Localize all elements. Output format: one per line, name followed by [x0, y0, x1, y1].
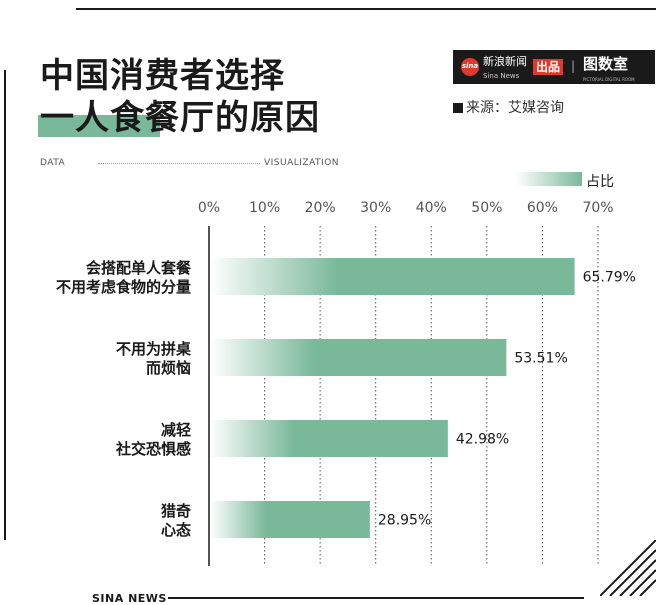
x-tick-label: 0% [198, 200, 220, 216]
partner-logo: 图数室 [583, 55, 629, 73]
data-label: DATA [40, 158, 66, 168]
x-tick-label: 50% [471, 200, 502, 216]
frame-top-line [76, 8, 656, 10]
source-square-icon [453, 103, 463, 113]
bar [210, 420, 448, 457]
category-label: 心态 [161, 521, 191, 539]
legend-label: 占比 [586, 174, 614, 190]
data-viz-divider [98, 163, 260, 164]
corner-stripes [600, 540, 656, 596]
frame-bottom-line [168, 597, 584, 599]
bar-value-label: 53.51% [514, 351, 567, 367]
source-line: 来源：艾媒咨询 [453, 97, 564, 117]
bar-value-label: 42.98% [456, 432, 509, 448]
x-tick-label: 20% [305, 200, 336, 216]
brand-divider: | [571, 59, 576, 73]
bar-value-label: 28.95% [378, 513, 431, 529]
x-tick-label: 40% [416, 200, 447, 216]
x-tick-label: 30% [360, 200, 391, 216]
x-tick-label: 60% [527, 200, 558, 216]
sina-name: 新浪新闻 [483, 55, 527, 68]
category-label: 不用为拼桌 [116, 340, 192, 358]
category-label: 会搭配单人套餐 [86, 259, 192, 277]
sina-logo-icon: sina [461, 58, 479, 76]
category-label: 社交恐惧感 [115, 440, 191, 458]
title-block: 中国消费者选择 一人食餐厅的原因 [40, 55, 320, 139]
sina-logo-text: sina [461, 62, 479, 70]
brand-bar: sina 新浪新闻 Sina News 出品 | 图数室 PICTORIAL D… [453, 50, 655, 84]
source-text: 来源：艾媒咨询 [466, 100, 564, 116]
legend-swatch [516, 172, 582, 186]
bar [210, 258, 575, 295]
bar [210, 339, 507, 376]
x-tick-label: 10% [249, 200, 280, 216]
x-tick-label: 70% [582, 200, 613, 216]
badge: 出品 [533, 59, 564, 75]
page-title-line-2: 一人食餐厅的原因 [40, 98, 320, 138]
title-accent-bar [38, 115, 160, 137]
category-label: 不用考虑食物的分量 [56, 278, 191, 296]
category-label: 猎奇 [161, 502, 191, 520]
bar-value-label: 65.79% [583, 270, 636, 286]
category-label: 而烦恼 [146, 359, 191, 377]
category-label: 减轻 [161, 421, 191, 439]
sina-subname: Sina News [483, 72, 520, 80]
frame-left-line [4, 70, 6, 540]
bar [210, 501, 370, 538]
visualization-label: VISUALIZATION [264, 158, 340, 168]
partner-subname: PICTORIAL DIGITAL ROOM [583, 77, 635, 82]
footer-brand: SINA NEWS [92, 592, 167, 605]
page-title-line-1: 中国消费者选择 [40, 56, 285, 96]
